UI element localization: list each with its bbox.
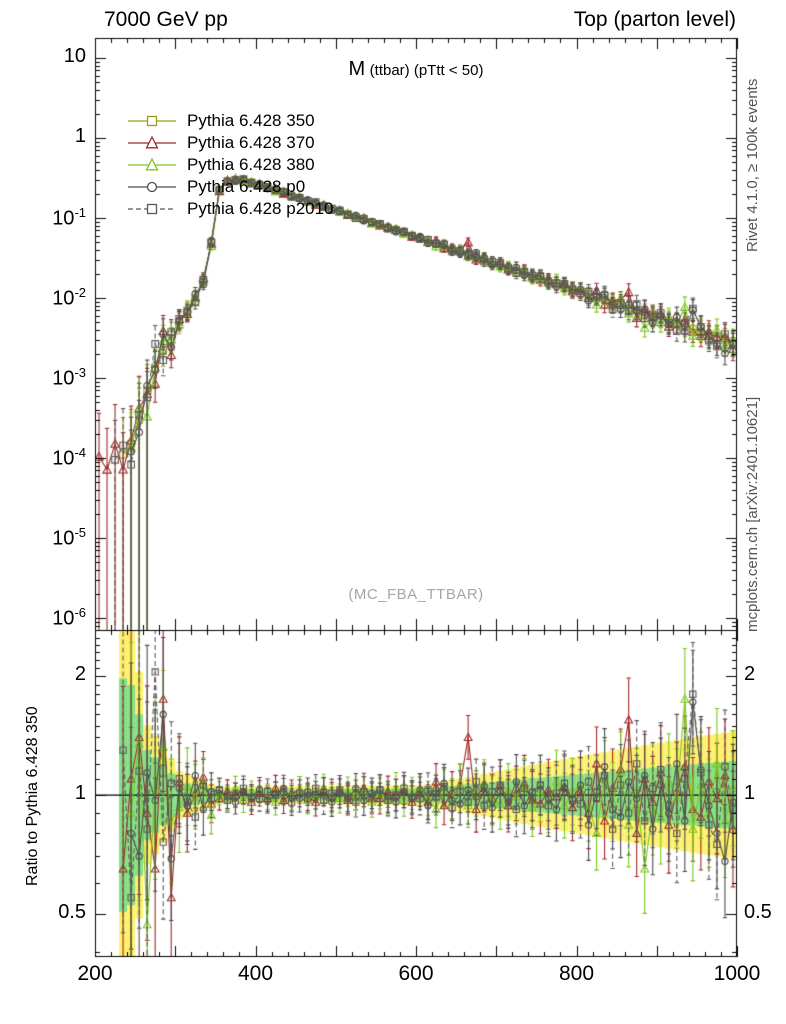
legend-item: Pythia 6.428 p0: [126, 176, 334, 198]
process-label: Top (parton level): [573, 8, 736, 31]
main-y-tick-label: 1: [74, 125, 86, 147]
legend-item: Pythia 6.428 p2010: [126, 198, 334, 220]
mcplots-arxiv-note: mcplots.cern.ch [arXiv:2401.10621]: [744, 396, 761, 632]
legend-label: Pythia 6.428 370: [187, 133, 315, 152]
plot-title-cut: (ttbar) (pTtt < 50): [369, 62, 484, 79]
main-y-tick-label: 10-6: [52, 605, 86, 630]
beam-energy-label: 7000 GeV pp: [104, 8, 228, 31]
ratio-y-tick-label-left: 2: [74, 663, 86, 686]
x-tick-label: 800: [558, 962, 595, 985]
ratio-y-tick-label-left: 1: [74, 782, 86, 805]
x-tick-label: 200: [77, 962, 113, 985]
legend-item: Pythia 6.428 370: [126, 132, 334, 154]
legend-label: Pythia 6.428 350: [187, 111, 315, 130]
legend: Pythia 6.428 350 Pythia 6.428 370 Pythia 6…: [126, 110, 334, 220]
legend-label: Pythia 6.428 380: [187, 155, 315, 174]
legend-marker-circle-icon: [128, 181, 176, 193]
main-y-tick-label: 10-2: [52, 285, 86, 310]
legend-marker-square-icon: [128, 203, 176, 215]
legend-marker-triangle-icon: [128, 135, 176, 149]
ratio-y-tick-label-right: 0.5: [744, 900, 772, 923]
x-tick-label: 400: [237, 962, 274, 985]
x-tick-label: 600: [398, 962, 434, 985]
ratio-y-tick-label-right: 1: [744, 782, 756, 805]
main-y-tick-label: 10-4: [52, 445, 86, 470]
ratio-axis-label: Ratio to Pythia 6.428 350: [24, 706, 41, 886]
ratio-y-tick-label-left: 0.5: [58, 900, 86, 923]
ratio-y-tick-label-right: 2: [744, 663, 756, 686]
x-tick-label: 1000: [713, 962, 761, 985]
plot-title-observable: M: [348, 58, 366, 80]
main-y-tick-label: 10-5: [52, 525, 86, 550]
legend-item: Pythia 6.428 350: [126, 110, 334, 132]
main-y-tick-label: 10: [63, 45, 86, 67]
legend-label: Pythia 6.428 p2010: [187, 199, 334, 218]
legend-marker-square-icon: [128, 115, 176, 127]
main-y-tick-label: 10-1: [52, 205, 86, 230]
analysis-watermark: (MC_FBA_TTBAR): [348, 586, 484, 603]
legend-item: Pythia 6.428 380: [126, 154, 334, 176]
rivet-version-note: Rivet 4.1.0, ≥ 100k events: [744, 78, 761, 252]
main-y-tick-label: 10-3: [52, 365, 86, 390]
legend-marker-triangle-icon: [128, 157, 176, 171]
plot-title: M (ttbar) (pTtt < 50): [349, 58, 484, 81]
legend-label: Pythia 6.428 p0: [187, 177, 306, 196]
